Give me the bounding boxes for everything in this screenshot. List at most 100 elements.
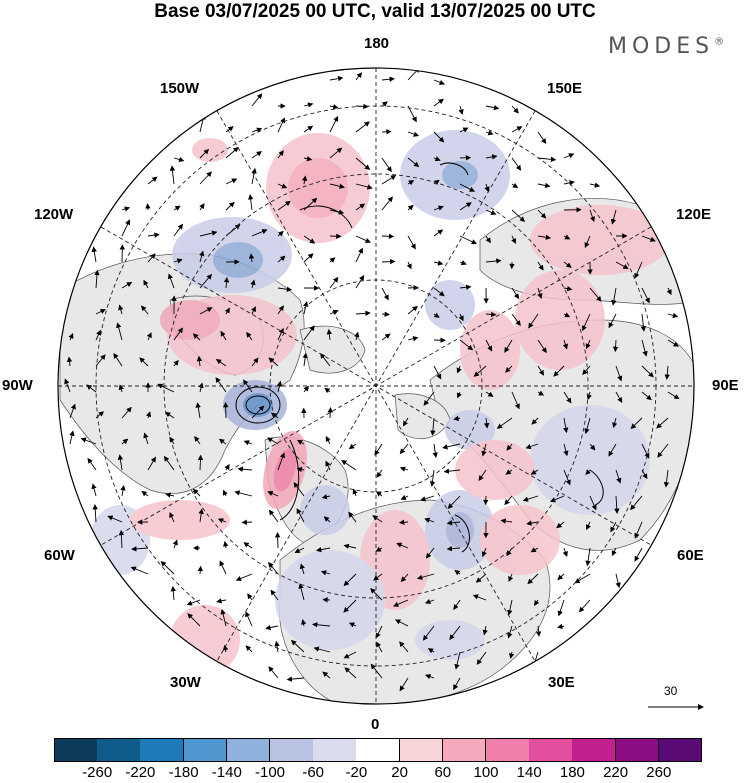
wind-arrow <box>219 560 227 575</box>
wind-arrow <box>407 305 418 315</box>
wind-arrow <box>657 443 669 458</box>
wind-arrow <box>157 383 175 393</box>
wind-arrow <box>87 457 97 471</box>
wind-arrow <box>506 443 513 451</box>
lon-label-150e: 150E <box>547 80 583 97</box>
wind-arrow <box>663 469 670 488</box>
wind-arrow <box>511 157 522 171</box>
wind-arrow <box>585 339 591 350</box>
wind-arrow <box>245 611 253 627</box>
wind-arrow <box>610 521 617 533</box>
wind-arrow <box>220 608 227 627</box>
wind-arrow <box>563 234 571 240</box>
wind-arrow <box>141 490 149 497</box>
wind-arrow <box>433 229 444 237</box>
wind-vectors <box>64 68 680 692</box>
wind-arrow <box>243 542 253 549</box>
wind-arrow <box>355 183 373 190</box>
wind-arrow <box>459 260 467 266</box>
wind-arrow <box>215 358 227 367</box>
wind-arrow <box>147 456 156 471</box>
wind-arrow <box>667 339 679 347</box>
wind-arrow <box>225 178 238 185</box>
wind-arrow <box>484 183 490 193</box>
legend-tick-label: 220 <box>603 764 629 781</box>
wind-arrow <box>303 385 309 393</box>
wind-arrow <box>197 454 204 471</box>
wind-arrow <box>589 287 602 302</box>
wind-arrow <box>91 483 97 497</box>
reference-vector-label: 30 <box>664 684 678 698</box>
map-title: Base 03/07/2025 00 UTC, valid 13/07/2025… <box>154 1 596 22</box>
legend-bin <box>54 738 98 762</box>
wind-arrow <box>586 521 591 531</box>
wind-arrow <box>320 570 331 576</box>
wind-arrow <box>251 306 256 315</box>
wind-arrow <box>407 105 417 123</box>
wind-arrow <box>537 261 544 271</box>
wind-arrow <box>459 202 472 211</box>
wind-arrow <box>459 127 469 133</box>
wind-arrow <box>91 246 97 263</box>
wind-arrow <box>163 455 175 471</box>
wind-arrow <box>563 312 571 318</box>
wind-arrow <box>325 436 331 445</box>
wind-arrow <box>473 365 487 377</box>
wind-arrow <box>506 547 513 557</box>
wind-arrow <box>169 165 176 185</box>
wind-arrow <box>375 625 383 639</box>
wind-arrow <box>354 331 360 341</box>
wind-arrow <box>225 146 239 159</box>
wind-arrow <box>511 287 520 300</box>
wind-arrow <box>563 285 573 292</box>
wind-arrow <box>656 417 669 429</box>
wind-arrow <box>121 219 131 237</box>
wind-arrow <box>301 175 308 185</box>
wind-arrow <box>321 494 331 500</box>
lon-label-30w: 30W <box>170 674 201 691</box>
wind-arrow <box>458 313 464 322</box>
wind-arrow <box>265 624 279 631</box>
wind-arrow <box>562 547 568 557</box>
wind-arrow <box>225 201 235 211</box>
wind-arrow <box>584 417 591 435</box>
wind-arrow <box>145 203 151 211</box>
wind-arrow <box>424 598 435 604</box>
wind-arrow <box>563 417 569 434</box>
wind-arrow <box>94 269 100 289</box>
legend-bin <box>442 738 487 762</box>
wind-arrow <box>329 257 336 263</box>
wind-arrow <box>446 546 461 552</box>
wind-arrow <box>235 573 253 582</box>
wind-arrow <box>277 200 291 211</box>
wind-arrow <box>556 521 565 529</box>
legend-tick-label: 260 <box>646 764 672 781</box>
wind-arrow <box>557 623 565 630</box>
wind-arrow <box>373 573 383 581</box>
wind-arrow <box>194 435 201 445</box>
wind-arrow <box>420 495 435 502</box>
wind-arrow <box>66 356 73 367</box>
lon-label-150w: 150W <box>160 80 200 97</box>
wind-arrow <box>277 452 286 471</box>
wind-arrow <box>303 102 314 108</box>
lon-label-60w: 60W <box>44 547 75 564</box>
wind-arrow <box>322 671 331 679</box>
wind-arrow <box>537 339 547 354</box>
wind-arrow <box>246 331 253 341</box>
wind-arrow <box>173 223 184 237</box>
wind-arrow <box>400 573 409 583</box>
legend-bin <box>270 738 314 762</box>
wind-arrow <box>147 176 158 185</box>
wind-arrow <box>504 495 513 506</box>
wind-arrow <box>199 230 218 237</box>
wind-arrow <box>589 182 601 188</box>
wind-arrow <box>528 313 539 329</box>
wind-arrow <box>433 312 440 318</box>
wind-arrow <box>508 651 515 659</box>
wind-arrow <box>511 182 519 189</box>
modes-logo: MODES® <box>608 34 725 59</box>
wind-arrow <box>303 253 314 263</box>
wind-arrow <box>424 517 435 523</box>
wind-arrow <box>485 339 493 352</box>
